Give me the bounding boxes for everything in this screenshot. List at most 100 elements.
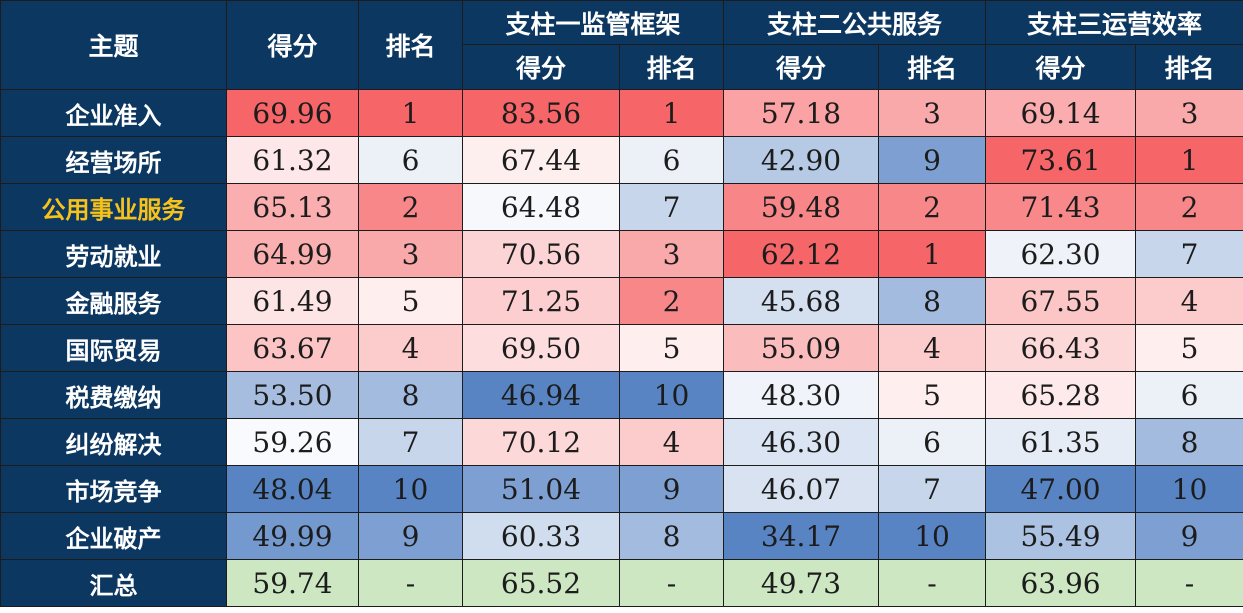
- pillar-3-score-cell: 55.49: [985, 512, 1137, 560]
- table-row: 企业破产 49.99 9 60.33 8 34.17 10 55.49 9: [0, 512, 1243, 560]
- summary-rank-cell: -: [358, 559, 463, 607]
- summary-rank-cell: -: [618, 559, 725, 607]
- pillar-2-score-cell: 46.07: [723, 465, 880, 513]
- pillar-3-score-cell: 71.43: [985, 183, 1137, 231]
- total-score-cell: 65.13: [226, 183, 359, 231]
- pillar-3-score-cell: 67.55: [985, 277, 1137, 325]
- pillar-1-score-cell: 71.25: [462, 277, 620, 325]
- table-header: 主题 得分 排名 支柱一监管框架 支柱二公共服务 支柱三运营效率 得分 排名 得…: [0, 0, 1243, 90]
- pillar-2-rank-cell: 3: [878, 89, 987, 137]
- total-score-cell: 49.99: [226, 512, 359, 560]
- header-pillar-2-rank: 排名: [878, 44, 987, 90]
- pillar-2-rank-cell: 2: [878, 183, 987, 231]
- pillar-3-score-cell: 65.28: [985, 371, 1137, 419]
- pillar-3-score-cell: 62.30: [985, 230, 1137, 278]
- header-pillar-1-rank: 排名: [618, 44, 725, 90]
- table-row: 市场竞争 48.04 10 51.04 9 46.07 7 47.00 10: [0, 465, 1243, 513]
- pillar-1-score-cell: 69.50: [462, 324, 620, 372]
- pillar-2-score-cell: 42.90: [723, 136, 880, 184]
- pillar-2-rank-cell: 10: [878, 512, 987, 560]
- pillar-2-score-cell: 34.17: [723, 512, 880, 560]
- pillar-3-score-cell: 73.61: [985, 136, 1137, 184]
- row-topic: 企业破产: [0, 512, 227, 560]
- summary-score-cell: 65.52: [462, 559, 620, 607]
- pillar-1-rank-cell: 6: [618, 136, 725, 184]
- row-topic: 经营场所: [0, 136, 227, 184]
- pillar-1-rank-cell: 9: [618, 465, 725, 513]
- total-score-cell: 64.99: [226, 230, 359, 278]
- pillar-3-rank-cell: 8: [1135, 418, 1243, 466]
- table-body: 企业准入 69.96 1 83.56 1 57.18 3 69.14 3 经营场所 61.32 6 67…: [0, 89, 1243, 607]
- pillar-2-score-cell: 57.18: [723, 89, 880, 137]
- pillar-3-rank-cell: 10: [1135, 465, 1243, 513]
- pillar-3-rank-cell: 9: [1135, 512, 1243, 560]
- summary-rank-cell: -: [1135, 559, 1243, 607]
- pillar-2-score-cell: 59.48: [723, 183, 880, 231]
- pillar-2-rank-cell: 8: [878, 277, 987, 325]
- pillar-2-rank-cell: 1: [878, 230, 987, 278]
- total-rank-cell: 5: [358, 277, 463, 325]
- pillar-3-rank-cell: 5: [1135, 324, 1243, 372]
- row-topic: 企业准入: [0, 89, 227, 137]
- summary-score-cell: 63.96: [985, 559, 1137, 607]
- pillar-1-score-cell: 51.04: [462, 465, 620, 513]
- table-row: 经营场所 61.32 6 67.44 6 42.90 9 73.61 1: [0, 136, 1243, 184]
- total-rank-cell: 10: [358, 465, 463, 513]
- pillar-3-rank-cell: 2: [1135, 183, 1243, 231]
- pillar-1-rank-cell: 2: [618, 277, 725, 325]
- table-row: 金融服务 61.49 5 71.25 2 45.68 8 67.55 4: [0, 277, 1243, 325]
- total-rank-cell: 3: [358, 230, 463, 278]
- pillar-1-score-cell: 70.12: [462, 418, 620, 466]
- table-row: 劳动就业 64.99 3 70.56 3 62.12 1 62.30 7: [0, 230, 1243, 278]
- pillar-3-score-cell: 61.35: [985, 418, 1137, 466]
- pillar-2-score-cell: 46.30: [723, 418, 880, 466]
- row-topic: 劳动就业: [0, 230, 227, 278]
- summary-topic: 汇总: [0, 559, 227, 607]
- total-rank-cell: 2: [358, 183, 463, 231]
- row-topic: 市场竞争: [0, 465, 227, 513]
- pillar-2-score-cell: 62.12: [723, 230, 880, 278]
- total-score-cell: 48.04: [226, 465, 359, 513]
- header-rank: 排名: [358, 0, 463, 90]
- total-rank-cell: 9: [358, 512, 463, 560]
- pillar-2-score-cell: 45.68: [723, 277, 880, 325]
- header-pillar-1: 支柱一监管框架: [461, 0, 725, 45]
- pillar-1-rank-cell: 7: [618, 183, 725, 231]
- header-pillar-3-score: 得分: [985, 44, 1137, 90]
- pillar-1-score-cell: 64.48: [462, 183, 620, 231]
- pillar-1-score-cell: 46.94: [462, 371, 620, 419]
- row-topic: 国际贸易: [0, 324, 227, 372]
- pillar-3-rank-cell: 4: [1135, 277, 1243, 325]
- pillar-2-score-cell: 48.30: [723, 371, 880, 419]
- total-rank-cell: 4: [358, 324, 463, 372]
- pillar-3-score-cell: 66.43: [985, 324, 1137, 372]
- pillar-2-score-cell: 55.09: [723, 324, 880, 372]
- pillar-1-rank-cell: 1: [618, 89, 725, 137]
- header-pillar-3: 支柱三运营效率: [985, 0, 1243, 45]
- total-rank-cell: 6: [358, 136, 463, 184]
- total-score-cell: 61.32: [226, 136, 359, 184]
- total-rank-cell: 7: [358, 418, 463, 466]
- pillar-1-score-cell: 67.44: [462, 136, 620, 184]
- pillar-3-rank-cell: 1: [1135, 136, 1243, 184]
- summary-rank-cell: -: [878, 559, 987, 607]
- pillar-1-score-cell: 60.33: [462, 512, 620, 560]
- pillar-2-rank-cell: 6: [878, 418, 987, 466]
- pillar-3-score-cell: 47.00: [985, 465, 1137, 513]
- pillar-1-score-cell: 83.56: [462, 89, 620, 137]
- pillar-1-rank-cell: 10: [618, 371, 725, 419]
- pillar-2-rank-cell: 4: [878, 324, 987, 372]
- table-row: 税费缴纳 53.50 8 46.94 10 48.30 5 65.28 6: [0, 371, 1243, 419]
- pillar-1-score-cell: 70.56: [462, 230, 620, 278]
- header-score: 得分: [226, 0, 359, 90]
- summary-score-cell: 49.73: [723, 559, 880, 607]
- row-topic: 税费缴纳: [0, 371, 227, 419]
- header-topic: 主题: [0, 0, 227, 90]
- table-row: 企业准入 69.96 1 83.56 1 57.18 3 69.14 3: [0, 89, 1243, 137]
- total-score-cell: 61.49: [226, 277, 359, 325]
- row-topic: 纠纷解决: [0, 418, 227, 466]
- pillar-1-rank-cell: 8: [618, 512, 725, 560]
- pillar-3-rank-cell: 6: [1135, 371, 1243, 419]
- total-score-cell: 59.26: [226, 418, 359, 466]
